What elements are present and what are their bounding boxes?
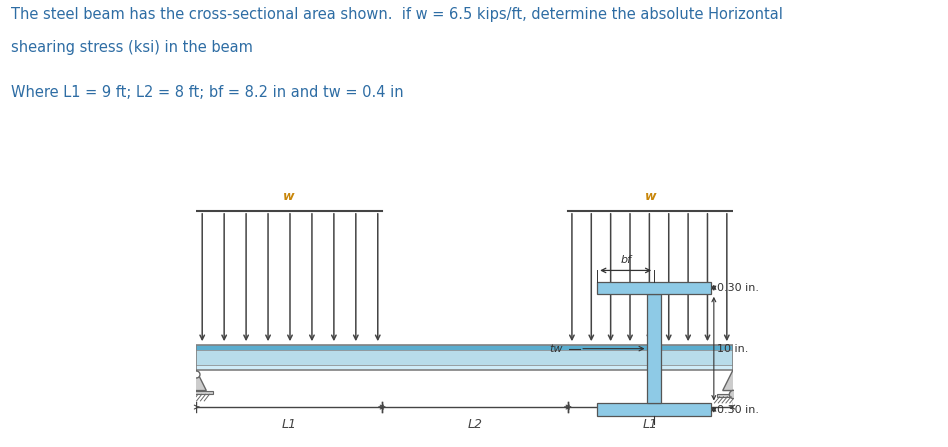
Polygon shape <box>186 370 207 391</box>
Bar <box>196 345 733 350</box>
Text: w: w <box>645 190 656 202</box>
Text: shearing stress (ksi) in the beam: shearing stress (ksi) in the beam <box>11 40 253 55</box>
Text: tw: tw <box>550 344 563 354</box>
Polygon shape <box>722 370 743 391</box>
Bar <box>196 365 733 370</box>
Text: bf: bf <box>620 255 631 265</box>
Bar <box>179 391 212 394</box>
Text: L2: L2 <box>467 418 483 431</box>
Bar <box>196 345 733 370</box>
Text: 10 in.: 10 in. <box>717 344 748 354</box>
Bar <box>597 403 711 416</box>
Text: 0.30 in.: 0.30 in. <box>717 283 758 293</box>
Bar <box>717 394 750 397</box>
Bar <box>597 282 711 294</box>
Text: w: w <box>283 190 295 202</box>
Text: The steel beam has the cross-sectional area shown.  if w = 6.5 kips/ft, determin: The steel beam has the cross-sectional a… <box>11 7 783 22</box>
Text: 0.30 in.: 0.30 in. <box>717 405 758 414</box>
Text: L1: L1 <box>643 418 658 431</box>
Text: Where L1 = 9 ft; L2 = 8 ft; bf = 8.2 in and tw = 0.4 in: Where L1 = 9 ft; L2 = 8 ft; bf = 8.2 in … <box>11 85 404 100</box>
Bar <box>196 350 733 365</box>
Text: L1: L1 <box>282 418 297 431</box>
Bar <box>647 294 661 403</box>
